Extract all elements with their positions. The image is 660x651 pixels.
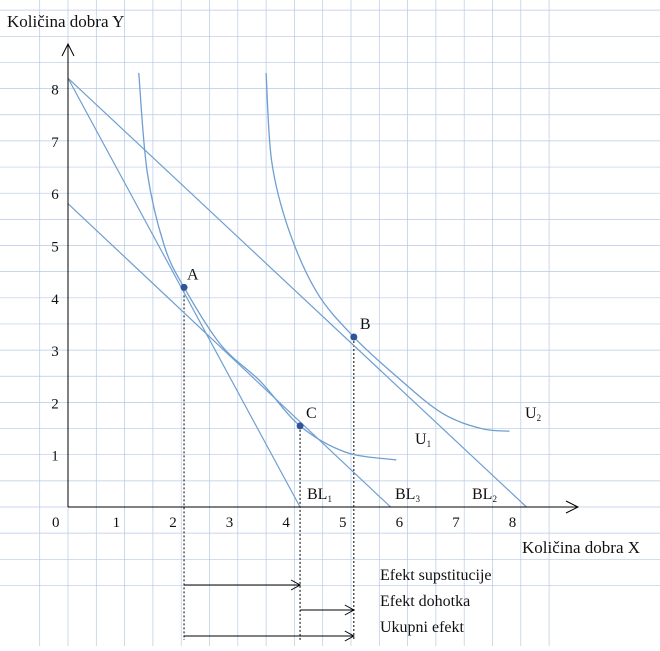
equilibrium-point	[296, 422, 304, 430]
indifference-curve	[265, 72, 510, 432]
x-axis-arrow	[565, 500, 580, 514]
y-tick-label: 5	[51, 240, 59, 256]
series-labels: BL1 BL2 BL3 U1 U2	[307, 405, 541, 504]
y-axis-arrow	[61, 42, 75, 57]
indifference-curve-label: U2	[525, 405, 541, 423]
equilibrium-point	[350, 333, 358, 341]
y-axis-label: Količina dobra Y	[7, 12, 124, 31]
effect-arrowhead	[290, 579, 302, 591]
x-tick-label: 6	[396, 515, 404, 531]
effects: Efekt supstitucije Efekt dohotka Ukupni ef…	[184, 567, 492, 642]
budget-line	[67, 77, 301, 508]
effect-arrowhead	[344, 604, 355, 616]
x-tick-label: 0	[52, 515, 60, 531]
x-tick-label: 5	[339, 515, 347, 531]
indifference-curve-label: U1	[415, 431, 431, 449]
budget-line	[67, 203, 392, 508]
x-tick-label: 7	[452, 515, 460, 531]
point-label: C	[306, 405, 317, 422]
budget-line	[67, 77, 527, 508]
x-tick-label: 3	[226, 515, 234, 531]
y-tick-label: 6	[51, 187, 59, 203]
projection-lines	[183, 287, 355, 640]
y-tick-label: 7	[51, 135, 59, 151]
budget-lines	[67, 77, 527, 508]
x-tick-label: 8	[509, 515, 517, 531]
effect-label: Efekt supstitucije	[380, 567, 492, 584]
tick-labels: 0 1 2 3 4 5 6 7 8 1 2 3 4 5 6 7 8	[51, 83, 516, 531]
effect-label: Ukupni efekt	[380, 619, 465, 636]
y-tick-label: 3	[51, 344, 59, 360]
point-label: B	[360, 316, 371, 333]
point-label: A	[187, 266, 199, 283]
points: A B C	[180, 266, 371, 430]
x-axis-label: Količina dobra X	[522, 538, 640, 557]
y-tick-label: 8	[51, 83, 59, 99]
y-tick-label: 2	[51, 396, 59, 412]
budget-line-label: BL2	[472, 486, 497, 504]
equilibrium-point	[180, 283, 188, 291]
x-tick-label: 1	[113, 515, 121, 531]
x-tick-label: 2	[169, 515, 177, 531]
effect-label: Efekt dohotka	[380, 593, 470, 610]
budget-line-label: BL1	[307, 486, 332, 504]
indifference-curve	[138, 72, 397, 461]
effect-arrowhead	[344, 630, 355, 642]
indifference-curves	[138, 72, 510, 461]
axes	[61, 42, 580, 514]
y-tick-label: 1	[51, 449, 59, 465]
y-tick-label: 4	[51, 292, 59, 308]
budget-line-label: BL3	[395, 486, 420, 504]
x-tick-label: 4	[282, 515, 290, 531]
